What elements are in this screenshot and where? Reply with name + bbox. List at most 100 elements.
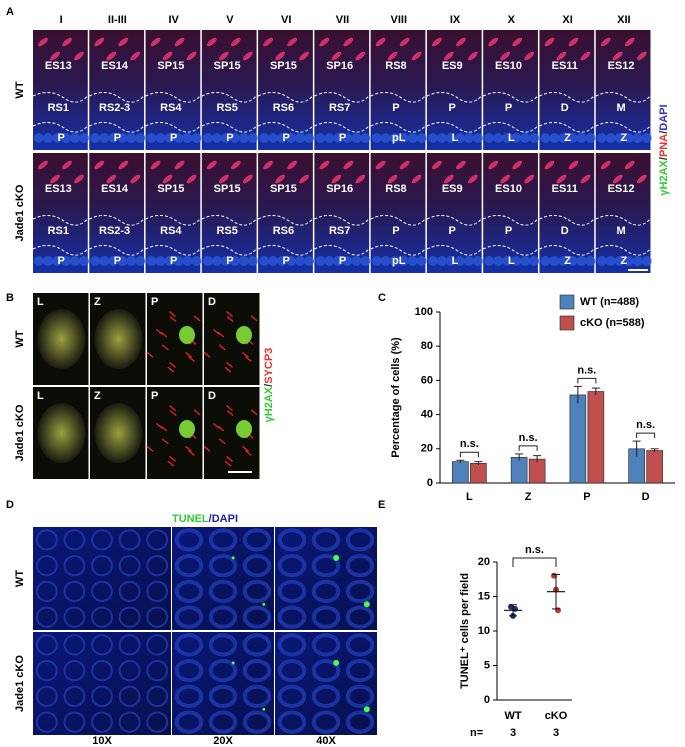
boundary [426,122,484,133]
sperm-head [375,37,386,47]
nucleus [238,133,249,143]
chromosome [203,351,211,358]
nucleus [182,256,193,266]
micrograph [33,527,171,630]
micrograph [33,153,88,273]
tubule [277,553,307,578]
micrograph [483,30,538,150]
chromosome [193,315,201,322]
tubule [208,658,238,683]
sperm-head [319,160,330,170]
cell-label: P [505,225,512,237]
nucleus [304,256,315,266]
cell-label: Z [94,296,101,308]
x-tick-label: cKO [545,710,568,722]
boundary [145,215,203,226]
cell-label: ES13 [45,183,72,195]
cell-label: SP16 [326,60,353,72]
nucleus [585,133,596,143]
sperm-head [355,51,366,61]
boundary [201,92,259,103]
stage-label: V [226,14,234,26]
n-value: 3 [510,727,516,739]
stain-part: PNA [658,134,670,157]
cell-label: D [208,296,216,308]
nucleus [333,133,344,143]
y-axis-label: TUNEL⁺ cells per field [459,573,471,689]
cell-label: RS7 [329,102,350,114]
chromosome [226,361,234,368]
micrograph [201,153,257,273]
tubule [118,659,141,682]
tubule [277,658,307,683]
nucleus [173,256,184,266]
chromosome [217,331,225,338]
sperm-head [299,51,309,61]
row-label: Jade1 cKO [14,184,26,241]
nucleus [259,256,270,266]
sperm-head [411,51,422,61]
sperm-head [524,51,535,61]
nucleus [259,133,270,143]
tubule [63,554,86,577]
tubule [208,553,238,578]
boundary [314,122,372,133]
nucleus [623,133,634,143]
nucleus [70,133,80,143]
nucleus [360,133,371,143]
nucleus [99,256,110,266]
nucleus [164,133,175,143]
tubule [118,685,141,708]
nucleus [342,256,353,266]
cell-label: Z [564,255,571,267]
nucleus [472,133,483,143]
nucleus [614,133,625,143]
chromosome [155,328,163,335]
sperm-head [230,37,241,47]
nucleus [502,133,513,143]
boundary [595,122,653,133]
stain-part: DAPI [212,513,238,525]
y-tick-label: 0 [427,477,433,489]
chromosome [217,425,225,432]
bracket [459,451,479,458]
bracket [636,432,656,439]
bar [510,457,528,484]
nucleus [558,133,569,143]
tubule [118,606,141,628]
nucleus [407,133,418,143]
nucleus [558,256,569,266]
nucleus [155,256,166,266]
nucleus [576,133,587,143]
sperm-head [580,174,591,184]
nucleus [99,133,110,143]
chromosome [185,351,193,358]
sperm-head [600,160,611,170]
cell-label: RS4 [160,102,182,114]
tubule [146,659,169,682]
tubule [345,553,375,578]
cell-label: P [170,132,177,144]
chromosome [185,445,193,452]
cell-label: D [208,390,216,402]
sperm-head [444,51,454,61]
cell-label: ES10 [495,60,522,72]
tubule [174,553,204,578]
stage-label: VIII [391,14,408,26]
nucleus [463,256,474,266]
nucleus [427,256,438,266]
nucleus [304,133,315,143]
boundary [539,92,597,103]
tubule [345,633,375,657]
sperm-head [331,174,342,184]
tubule [277,528,307,552]
chromosome [244,355,252,363]
nucleus [371,256,382,266]
nucleus [52,256,62,266]
stage-label: XI [562,14,572,26]
boundary [595,92,653,103]
chromosome [160,331,168,338]
stain-part: γH2AX [658,159,670,195]
boundary [201,122,259,133]
nucleus [90,133,101,143]
